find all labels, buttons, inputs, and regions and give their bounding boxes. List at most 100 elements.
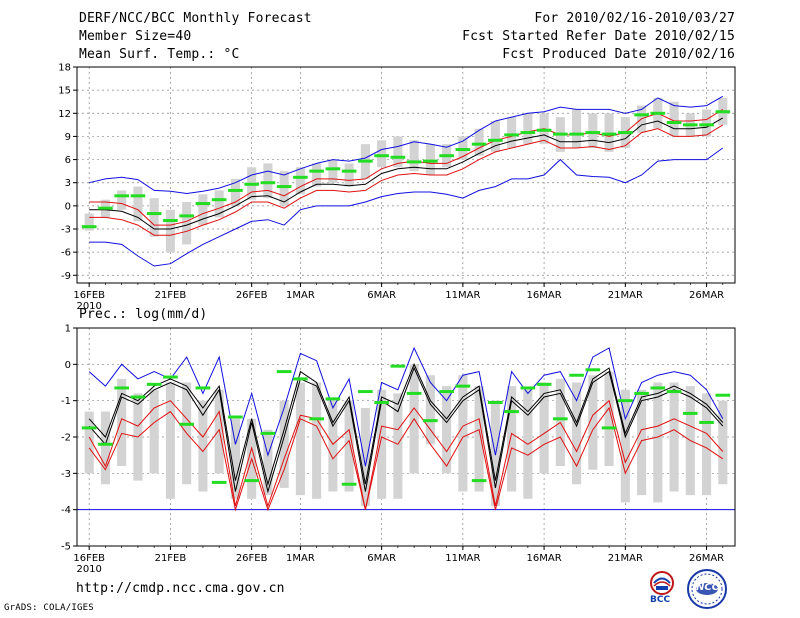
x-tick-label: 6MAR [367,553,396,564]
ensemble-mark [585,368,601,372]
range-bar [458,375,468,492]
bcc-logo: BCC [641,568,683,608]
y-tick-label: 15 [58,86,71,97]
ensemble-mark [406,160,422,164]
range-bar [669,382,679,492]
ensemble-mark [634,391,649,395]
range-bar [588,113,598,148]
range-bar [377,140,387,168]
x-tick-sublabel: 2010 [76,301,101,312]
ensemble-mark [618,399,633,403]
x-tick-label: 21MAR [608,290,643,301]
ensemble-mark [455,384,471,388]
range-bar [344,163,354,187]
plot-frame [76,66,736,284]
range-bar [165,209,175,253]
ensemble-mark [585,131,601,135]
ensemble-mark [341,169,357,173]
ensemble-mark [276,185,292,189]
variable-label: Mean Surf. Temp.: °C [79,47,240,62]
y-tick-label: 9 [65,132,71,143]
range-bar [279,171,289,206]
ensemble-mark [130,395,146,399]
range-bar [214,190,224,218]
ensemble-mark [553,417,568,421]
range-bar [360,407,370,507]
range-bar [474,386,484,492]
range-bar [572,109,582,148]
y-tick-label: -2 [61,433,71,444]
range-bar [604,371,614,467]
ensemble-mark [471,479,487,483]
range-bar [312,382,322,499]
y-tick-label: -1 [61,396,71,407]
x-tick-label: 26MAR [689,290,724,301]
range-bar [84,213,94,231]
range-bar [165,382,175,499]
y-tick-label: -3 [61,225,71,236]
ensemble-mark [228,188,243,192]
ensemble-mark [325,167,341,171]
chart-title: DERF/NCC/BCC Monthly Forecast [79,11,312,26]
series-line-lower [88,399,724,510]
ensemble-mark [81,225,97,229]
x-tick-label: 11MAR [445,553,480,564]
ensemble-mark [309,169,324,173]
ensemble-mark [390,364,406,368]
x-tick-label: 26FEB [236,290,268,301]
range-bar [198,400,208,492]
range-bar [312,163,322,187]
ensemble-mark [244,479,259,483]
range-bar [620,389,630,503]
x-tick-label: 21MAR [608,553,643,564]
y-tick-label: -3 [61,469,71,480]
member-size: Member Size=40 [79,29,192,44]
range-bar [149,198,159,237]
ensemble-mark [130,194,146,198]
forecast-start-date: Fcst Started Refer Date 2010/02/15 [462,29,735,44]
prec-label: Prec.: log(mm/d) [79,307,208,322]
ensemble-mark [650,386,666,390]
ensemble-mark [98,206,113,210]
range-bar [182,202,192,245]
x-tick-label: 1MAR [286,553,315,564]
ensemble-mark [488,400,503,404]
range-bar [198,194,208,226]
bcc-logo-text: BCC [650,595,671,605]
x-tick-label: 16FEB [73,290,105,301]
ensemble-mark [293,377,308,381]
range-bar [507,117,517,148]
ensemble-mark [666,121,682,125]
ensemble-mark [341,482,357,486]
forecast-produced-date: Fcst Produced Date 2010/02/16 [502,47,735,62]
range-bar [490,121,500,152]
ensemble-mark [439,390,454,394]
y-tick-label: 0 [65,201,71,212]
series-line-upper [89,108,724,226]
footer-url[interactable]: http://cmdp.ncc.cma.gov.cn [76,581,285,596]
ensemble-mark [390,155,406,159]
range-bar [328,159,338,183]
ensemble-mark [683,123,698,127]
ensemble-mark [601,426,617,430]
range-bar [133,186,143,222]
range-bar [295,382,305,496]
x-tick-label: 6MAR [367,290,396,301]
range-bar [458,136,468,160]
ensemble-mark [374,154,389,158]
ensemble-mark [276,370,292,374]
ensemble-mark [423,159,438,163]
ensemble-mark [520,131,536,135]
range-bar [344,400,354,492]
series-line-lower [89,124,724,236]
series-line-min [88,406,724,512]
ncc-logo: NCC [684,568,730,610]
ensemble-mark [634,113,649,117]
ensemble-mark [601,132,617,136]
range-bar [474,128,484,156]
ncc-logo-text: NCC [696,582,720,593]
ensemble-mark [325,397,341,401]
series-line-mean [89,117,724,230]
ensemble-mark [423,419,438,423]
ensemble-mark [471,142,487,146]
